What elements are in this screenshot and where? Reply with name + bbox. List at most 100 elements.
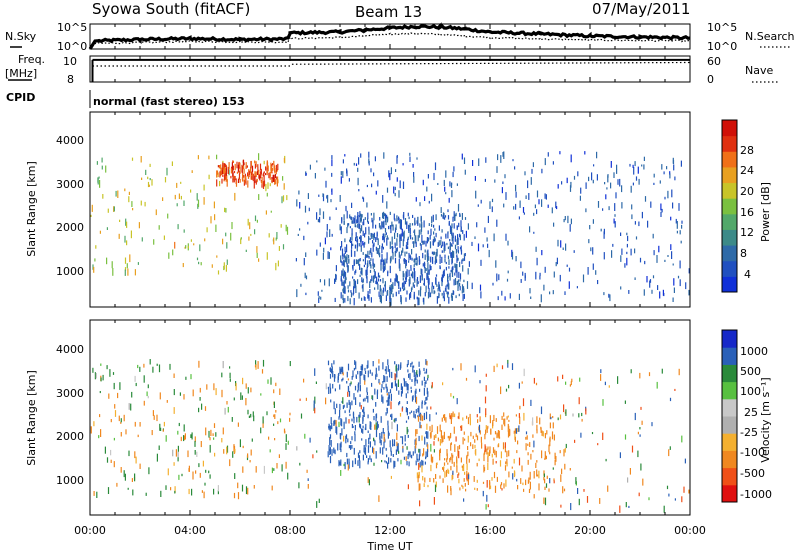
velocity-cell <box>346 452 348 458</box>
velocity-cell <box>430 432 432 439</box>
power-cell <box>561 181 563 185</box>
velocity-cell <box>543 470 545 476</box>
velocity-cell <box>400 383 402 391</box>
power-cell <box>346 244 348 253</box>
power-cell <box>309 164 311 170</box>
power-cell <box>381 246 383 254</box>
velocity-cell <box>370 458 372 463</box>
power-cell <box>409 223 411 228</box>
velocity-cell <box>407 429 409 433</box>
power-cell <box>359 228 361 234</box>
power-ytick-2000: 2000 <box>56 221 84 234</box>
power-cell <box>222 238 224 245</box>
velocity-cell <box>485 413 487 418</box>
power-cell <box>410 235 412 240</box>
velocity-cell <box>425 431 427 435</box>
power-cell <box>451 234 453 242</box>
power-cell <box>428 200 430 204</box>
power-cell <box>387 272 389 277</box>
velocity-cell <box>364 380 366 385</box>
power-cell <box>459 233 461 238</box>
velocity-cell <box>273 401 275 408</box>
velocity-cell <box>463 498 465 502</box>
velocity-cell <box>617 376 619 384</box>
power-cell <box>559 151 561 155</box>
velocity-colorbar-segment <box>722 381 737 400</box>
power-cell <box>519 200 521 208</box>
velocity-cell <box>427 374 429 379</box>
power-cell <box>413 176 415 183</box>
power-cell <box>382 290 384 296</box>
velocity-cell <box>147 384 149 389</box>
velocity-cell <box>458 451 460 459</box>
power-cell <box>399 254 401 259</box>
power-cell <box>380 288 382 295</box>
power-cell <box>343 260 345 268</box>
velocity-cell <box>409 412 411 415</box>
velocity-cell <box>375 374 377 380</box>
power-cell <box>612 243 614 247</box>
power-cell <box>318 295 320 299</box>
velocity-cell <box>347 363 350 371</box>
power-cell <box>372 258 374 267</box>
power-cell <box>433 172 435 181</box>
velocity-cell <box>373 447 375 455</box>
power-cell <box>512 159 514 162</box>
velocity-cell <box>496 433 498 439</box>
power-cell <box>149 178 151 181</box>
velocity-cell <box>379 447 381 454</box>
power-cell <box>389 241 391 250</box>
velocity-cell <box>500 386 502 395</box>
velocity-cell <box>364 450 366 454</box>
power-cell <box>480 259 482 266</box>
power-cell <box>358 259 360 266</box>
power-cell <box>277 176 279 181</box>
velocity-cell <box>564 448 566 453</box>
velocity-cell <box>378 379 380 384</box>
power-cell <box>485 157 487 163</box>
velocity-cell <box>376 389 379 395</box>
velocity-cell <box>314 368 316 376</box>
velocity-cell <box>383 434 385 442</box>
power-cell <box>614 214 616 217</box>
velocity-cell <box>467 451 469 457</box>
velocity-cell <box>329 367 332 372</box>
power-cell <box>531 168 533 174</box>
power-cell <box>620 286 622 290</box>
power-cell <box>317 218 319 223</box>
power-cell <box>566 177 568 184</box>
power-cell <box>355 163 358 166</box>
velocity-cell <box>491 453 493 458</box>
power-cell <box>101 157 103 163</box>
power-cell <box>405 273 407 280</box>
velocity-cell <box>442 467 444 470</box>
velocity-cell <box>289 361 291 367</box>
velocity-cell <box>543 473 545 478</box>
power-cell <box>266 171 268 176</box>
power-cell <box>444 243 446 251</box>
velocity-cell <box>413 410 415 418</box>
velocity-cell <box>484 433 486 440</box>
power-cell <box>443 290 445 297</box>
power-cell <box>282 176 284 181</box>
power-cell <box>457 234 459 241</box>
velocity-cell <box>147 395 149 399</box>
power-cell <box>444 186 446 192</box>
velocity-cell <box>418 435 420 442</box>
power-cell <box>434 260 436 265</box>
power-ytick-4000: 4000 <box>56 134 84 147</box>
velocity-cell <box>113 382 115 390</box>
power-cell <box>453 290 455 295</box>
velocity-cell <box>279 388 281 395</box>
power-cell <box>383 211 385 219</box>
power-cell <box>341 279 343 286</box>
power-cell <box>236 171 238 174</box>
power-cell <box>389 173 391 181</box>
power-cell <box>368 226 370 231</box>
velocity-cell <box>381 394 383 402</box>
velocity-cell <box>263 465 265 474</box>
power-cell <box>663 171 665 175</box>
power-cell <box>423 261 426 269</box>
velocity-cell <box>466 415 468 419</box>
power-cell <box>522 207 525 213</box>
